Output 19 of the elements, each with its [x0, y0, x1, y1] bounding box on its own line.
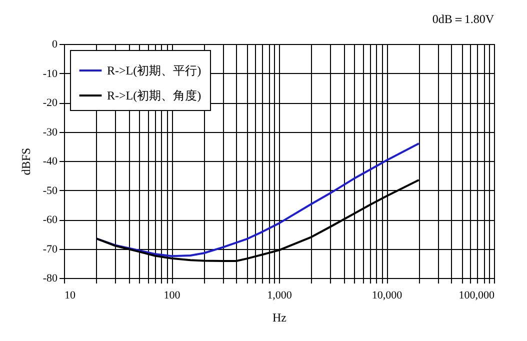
legend-label: R->L(初期、角度): [107, 88, 202, 102]
y-tick-label: -40: [42, 156, 58, 168]
y-tick-label: -80: [42, 272, 58, 284]
y-axis-title: dBFS: [18, 148, 33, 176]
x-tick-label: 100,000: [458, 290, 495, 302]
legend-label: R->L(初期、平行): [107, 64, 202, 78]
x-tick-label: 1,000: [267, 290, 292, 302]
x-tick-label: 10,000: [372, 290, 403, 302]
y-tick-label: -30: [42, 126, 58, 138]
x-axis-title: Hz: [272, 310, 286, 324]
y-tick-label: -70: [42, 243, 58, 256]
x-tick-label: 10: [64, 290, 76, 302]
y-tick-label: -20: [42, 97, 58, 109]
y-tick-label: -10: [42, 68, 58, 80]
text: 0dB＝1.80V: [432, 12, 494, 26]
y-tick-label: -60: [42, 214, 58, 226]
x-tick-label: 100: [164, 290, 181, 302]
y-tick-label: 0: [52, 38, 58, 50]
y-tick-label: -50: [42, 184, 58, 197]
